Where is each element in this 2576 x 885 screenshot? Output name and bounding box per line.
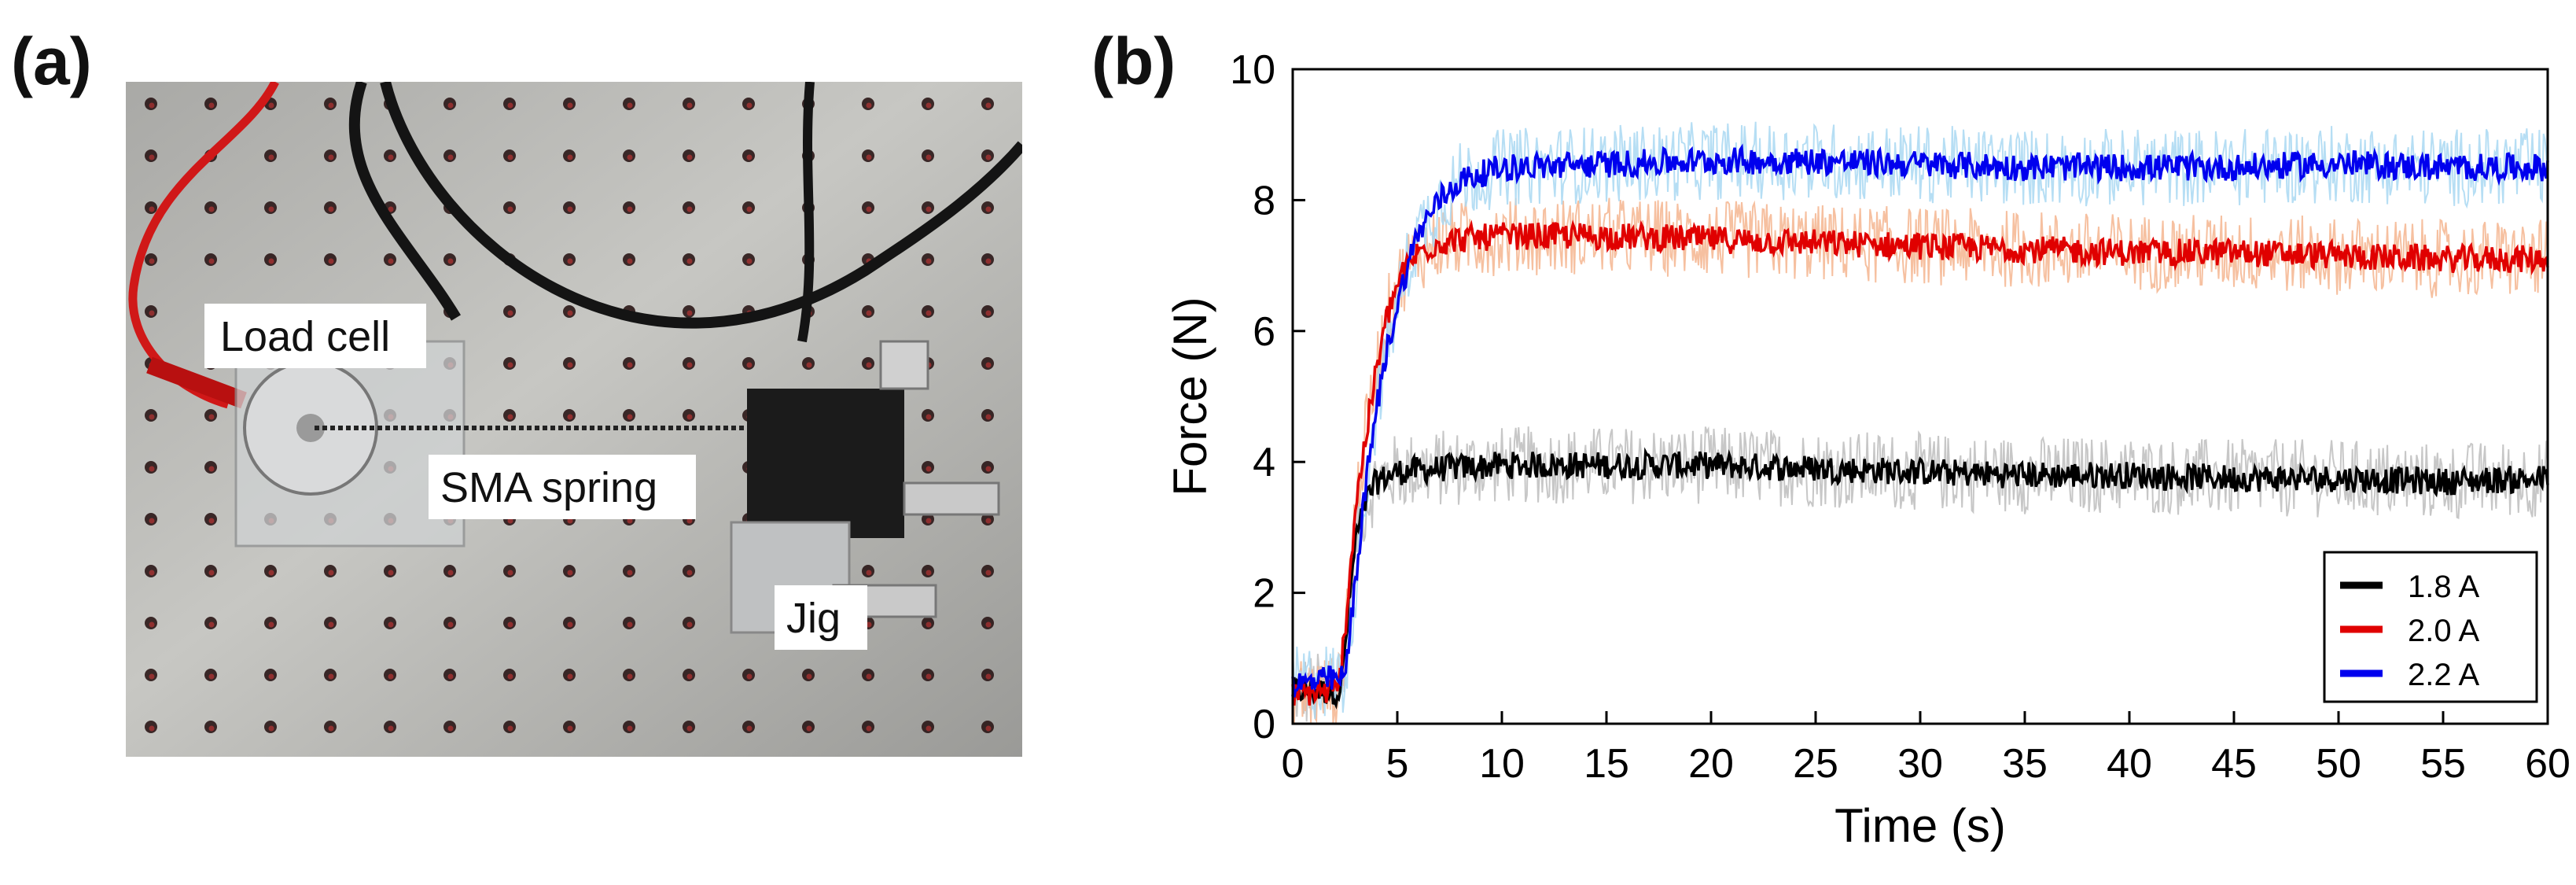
x-tick-label: 20 [1688, 741, 1734, 787]
x-tick-label: 45 [2211, 741, 2257, 787]
label-box [429, 455, 696, 519]
y-tick-label: 4 [1253, 440, 1275, 485]
legend: 1.8 A 2.0 A 2.2 A [2323, 551, 2538, 703]
series-line-2 [1291, 143, 2549, 698]
series-lines [1291, 143, 2549, 710]
panel-a-label: (a) [11, 24, 92, 98]
jig-label: Jig [786, 595, 841, 642]
load-cell-label: Load cell [220, 313, 390, 360]
red-clip [146, 356, 247, 409]
noise-bands [1292, 121, 2548, 725]
legend-label: 2.2 A [2408, 658, 2480, 692]
series-line-0 [1291, 447, 2549, 710]
force-chart: 0 5 10 15 20 25 30 35 40 45 50 55 60 0 2 4 6 8 10 Time (s)… [1164, 47, 2570, 852]
series-line-1 [1291, 219, 2549, 706]
jig-micrometer [903, 481, 1000, 516]
black-cable [348, 82, 462, 321]
series-band-2 [1292, 121, 2548, 720]
x-tick-label: 5 [1386, 741, 1409, 787]
x-tick-label: 10 [1479, 741, 1525, 787]
legend-label: 2.0 A [2408, 614, 2480, 648]
panel-b-label: (b) [1091, 24, 1176, 98]
x-tick-label: 30 [1897, 741, 1943, 787]
load-cell-center [296, 414, 325, 442]
series-band-0 [1292, 426, 2548, 722]
axis-ticks [1291, 68, 2549, 725]
sma-spring-label: SMA spring [440, 464, 657, 511]
x-tick-label: 40 [2107, 741, 2152, 787]
legend-label: 1.8 A [2408, 570, 2480, 604]
x-tick-label: 0 [1282, 741, 1305, 787]
setup-photo: Load cell SMA spring Jig [126, 82, 1022, 757]
black-cable [797, 82, 815, 343]
x-axis-label: Time (s) [1834, 799, 2006, 852]
axis-tick-labels: 0 5 10 15 20 25 30 35 40 45 50 55 60 0 2 4 6 8 10 [1230, 47, 2570, 787]
x-tick-label: 25 [1793, 741, 1838, 787]
x-tick-label: 55 [2420, 741, 2466, 787]
jig-knob [879, 340, 929, 390]
y-axis-label: Force (N) [1164, 297, 1216, 496]
black-cable [380, 82, 1022, 329]
jig-stage [747, 389, 904, 538]
y-tick-label: 2 [1253, 571, 1275, 617]
x-tick-label: 15 [1584, 741, 1629, 787]
x-tick-label: 60 [2525, 741, 2570, 787]
y-tick-label: 0 [1253, 702, 1275, 747]
series-band-1 [1292, 197, 2548, 725]
x-tick-label: 35 [2002, 741, 2048, 787]
label-box [775, 585, 867, 650]
y-tick-label: 6 [1253, 309, 1275, 355]
label-box [204, 304, 426, 368]
y-tick-label: 10 [1230, 47, 1275, 93]
y-tick-label: 8 [1253, 178, 1275, 223]
x-tick-label: 50 [2316, 741, 2361, 787]
